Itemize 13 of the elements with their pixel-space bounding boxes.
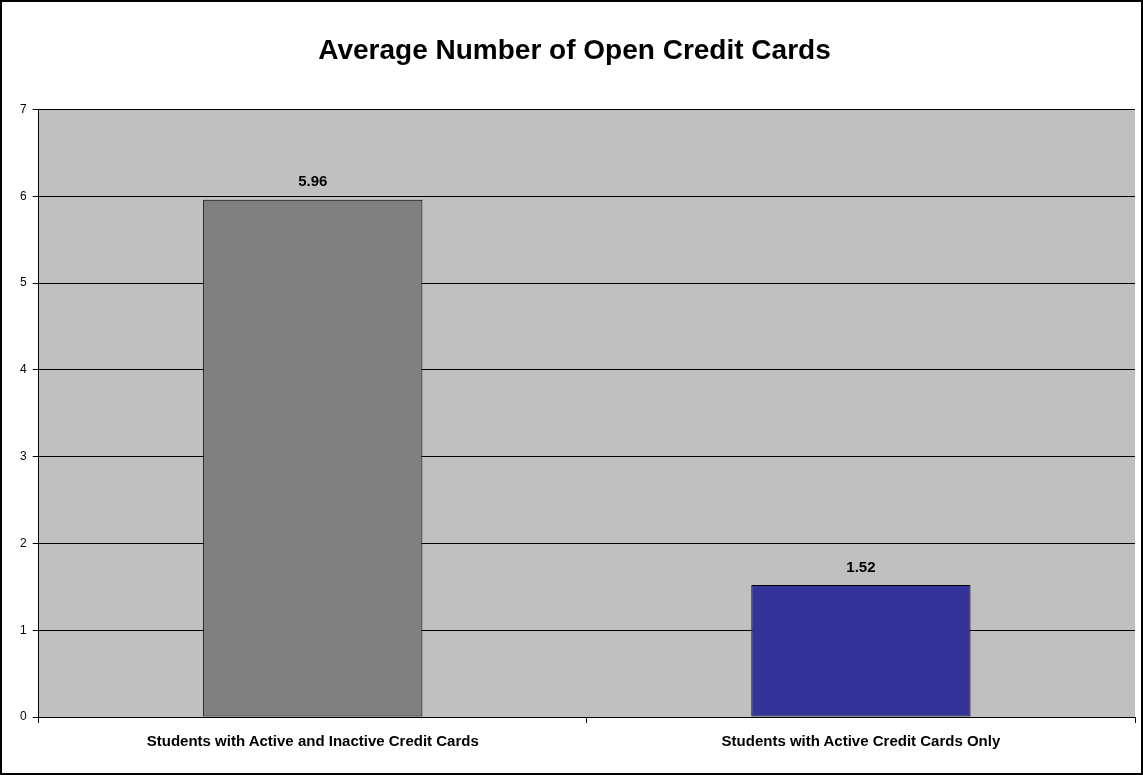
x-tick-label: Students with Active and Inactive Credit Cards <box>146 732 479 750</box>
y-tick-label: 3 <box>19 449 27 463</box>
y-tick-label: 1 <box>19 622 27 637</box>
y-tick-label: 0 <box>19 709 27 724</box>
data-label: 1.52 <box>846 557 876 575</box>
chart-title: Average Number of Open Credit Cards <box>318 33 831 65</box>
y-tick-label: 7 <box>19 101 27 116</box>
y-tick-label: 4 <box>19 362 27 377</box>
data-label: 5.96 <box>298 172 328 190</box>
y-tick-label: 2 <box>19 535 27 550</box>
x-tick-label: Students with Active Credit Cards Only <box>721 732 1001 750</box>
y-tick-label: 6 <box>19 188 27 203</box>
y-tick-label: 5 <box>19 275 27 290</box>
